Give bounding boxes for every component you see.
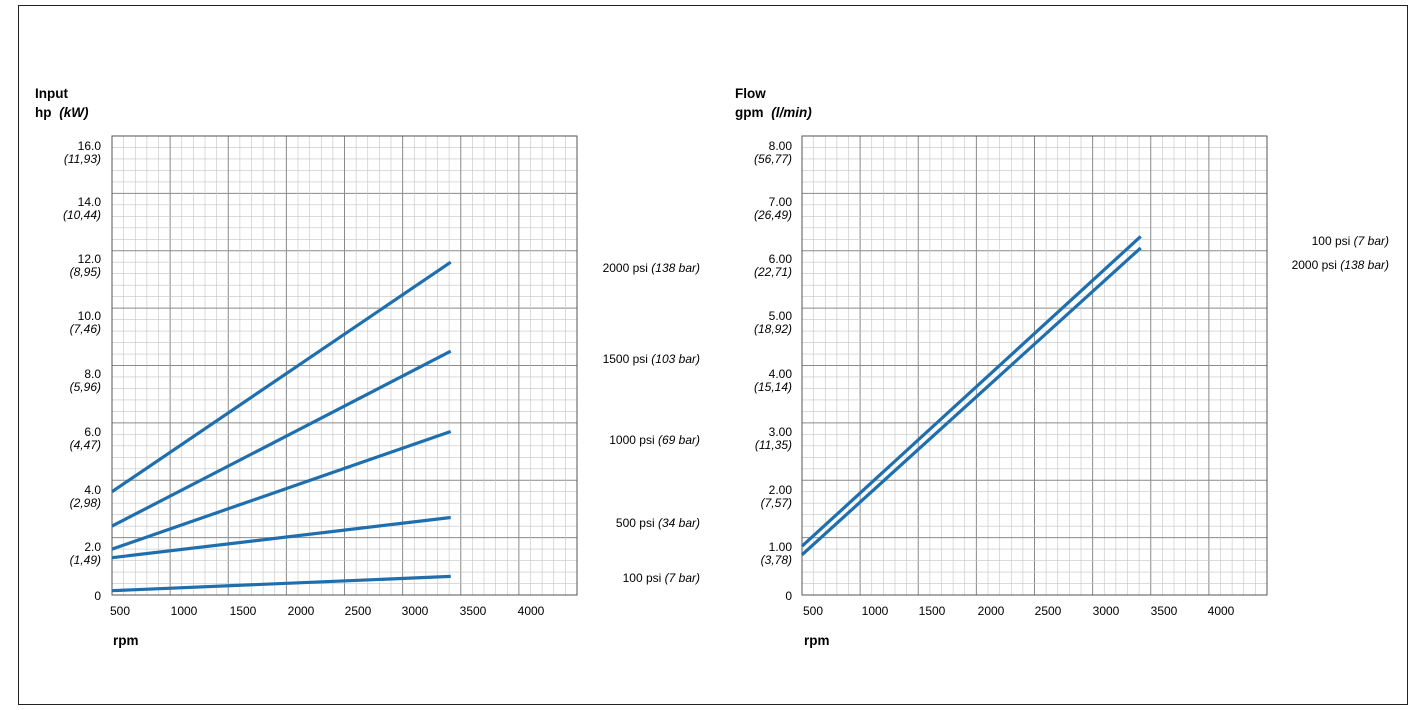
y-tick: 8.0 [84, 367, 101, 381]
y-tick-alt: (7,57) [761, 496, 792, 510]
y-tick-labels: 8.00 (56,77) 7.00 (26,49) 6.00 (22,71) 5… [754, 139, 792, 603]
y-title-line2: hp (kW) [35, 105, 89, 120]
x-tick: 500 [803, 604, 823, 618]
y-tick: 2.0 [84, 540, 101, 554]
y-title-unit: gpm [735, 105, 764, 120]
x-axis-label: rpm [804, 633, 830, 648]
y-tick-alt: (4,47) [70, 438, 101, 452]
y-tick-alt: (26,49) [754, 208, 792, 222]
y-tick: 2.00 [769, 483, 793, 497]
plot-border [111, 135, 578, 596]
x-tick: 2500 [345, 604, 372, 618]
flow-plot-area [800, 135, 1268, 596]
y-tick-alt: (7,46) [70, 322, 101, 336]
x-axis-label: rpm [113, 633, 139, 648]
y-tick: 10.0 [78, 309, 102, 323]
x-tick: 3500 [1151, 604, 1178, 618]
x-tick: 4000 [1208, 604, 1235, 618]
x-tick: 2000 [288, 604, 315, 618]
y-title-unit-alt: (l/min) [771, 105, 812, 120]
series-label: 2000 psi (138 bar) [603, 261, 700, 275]
y-tick: 3.00 [769, 425, 793, 439]
y-tick: 4.0 [84, 483, 101, 497]
series-label: 100 psi (7 bar) [623, 571, 700, 585]
x-tick: 2000 [978, 604, 1005, 618]
input-chart: Input hp (kW) 16.0 (11,93) 14.0 (10,44) … [35, 86, 700, 648]
y-tick-alt: (8,95) [70, 265, 101, 279]
y-tick: 6.0 [84, 425, 101, 439]
y-tick: 0 [785, 589, 792, 603]
x-tick: 3000 [402, 604, 429, 618]
y-tick-alt: (1,49) [70, 553, 101, 567]
y-title-line2: gpm (l/min) [735, 105, 812, 120]
y-tick-alt: (18,92) [754, 322, 792, 336]
x-tick-labels: 500 1000 1500 2000 2500 3000 3500 4000 [803, 604, 1235, 618]
series-line [111, 260, 452, 494]
y-tick-alt: (22,71) [754, 265, 792, 279]
x-tick: 3000 [1093, 604, 1120, 618]
y-tick-alt: (56,77) [754, 152, 792, 166]
y-tick-alt: (2,98) [70, 496, 101, 510]
y-tick: 4.00 [769, 367, 793, 381]
plot-border [801, 135, 1268, 596]
series-label: 100 psi (7 bar) [1312, 234, 1389, 248]
x-tick: 500 [110, 604, 130, 618]
x-tick: 1000 [171, 604, 198, 618]
series-labels: 100 psi (7 bar) 2000 psi (138 bar) [1292, 234, 1389, 272]
y-tick-labels: 16.0 (11,93) 14.0 (10,44) 12.0 (8,95) 10… [63, 139, 101, 603]
y-tick-alt: (5,96) [70, 380, 101, 394]
y-title-line1: Input [35, 86, 68, 101]
y-tick: 5.00 [769, 309, 793, 323]
y-title-unit-alt: (kW) [59, 105, 89, 120]
y-title-line1: Flow [735, 86, 766, 101]
y-tick: 6.00 [769, 252, 793, 266]
series-labels: 2000 psi (138 bar) 1500 psi (103 bar) 10… [603, 261, 700, 585]
flow-chart: Flow gpm (l/min) 8.00 (56,77) 7.00 (26,4… [735, 86, 1389, 648]
y-tick: 12.0 [78, 252, 102, 266]
figure-frame [18, 5, 1408, 705]
y-tick: 14.0 [78, 195, 102, 209]
series-line [800, 235, 1142, 548]
series-line [111, 515, 451, 560]
y-tick: 7.00 [769, 195, 793, 209]
y-tick: 0 [94, 589, 101, 603]
y-tick: 1.00 [769, 540, 793, 554]
x-tick: 4000 [518, 604, 545, 618]
series-line [800, 246, 1142, 556]
y-tick: 8.00 [769, 139, 793, 153]
series-line [111, 349, 452, 528]
x-tick: 1000 [862, 604, 889, 618]
y-tick: 16.0 [78, 139, 102, 153]
x-tick: 1500 [230, 604, 257, 618]
series-line [111, 574, 451, 593]
series-line [111, 429, 452, 551]
y-tick-alt: (11,35) [755, 438, 792, 452]
series-label: 2000 psi (138 bar) [1292, 258, 1389, 272]
x-tick: 1500 [919, 604, 946, 618]
x-tick: 3500 [460, 604, 487, 618]
y-tick-alt: (15,14) [754, 380, 792, 394]
series-label: 1000 psi (69 bar) [609, 433, 700, 447]
input-plot-area [111, 135, 578, 596]
y-title-unit: hp [35, 105, 52, 120]
series-label: 1500 psi (103 bar) [603, 352, 700, 366]
series-label: 500 psi (34 bar) [616, 516, 700, 530]
y-tick-alt: (11,93) [64, 152, 101, 166]
x-tick: 2500 [1035, 604, 1062, 618]
y-tick-alt: (10,44) [63, 208, 101, 222]
y-tick-alt: (3,78) [761, 553, 792, 567]
x-tick-labels: 500 1000 1500 2000 2500 3000 3500 4000 [110, 604, 545, 618]
